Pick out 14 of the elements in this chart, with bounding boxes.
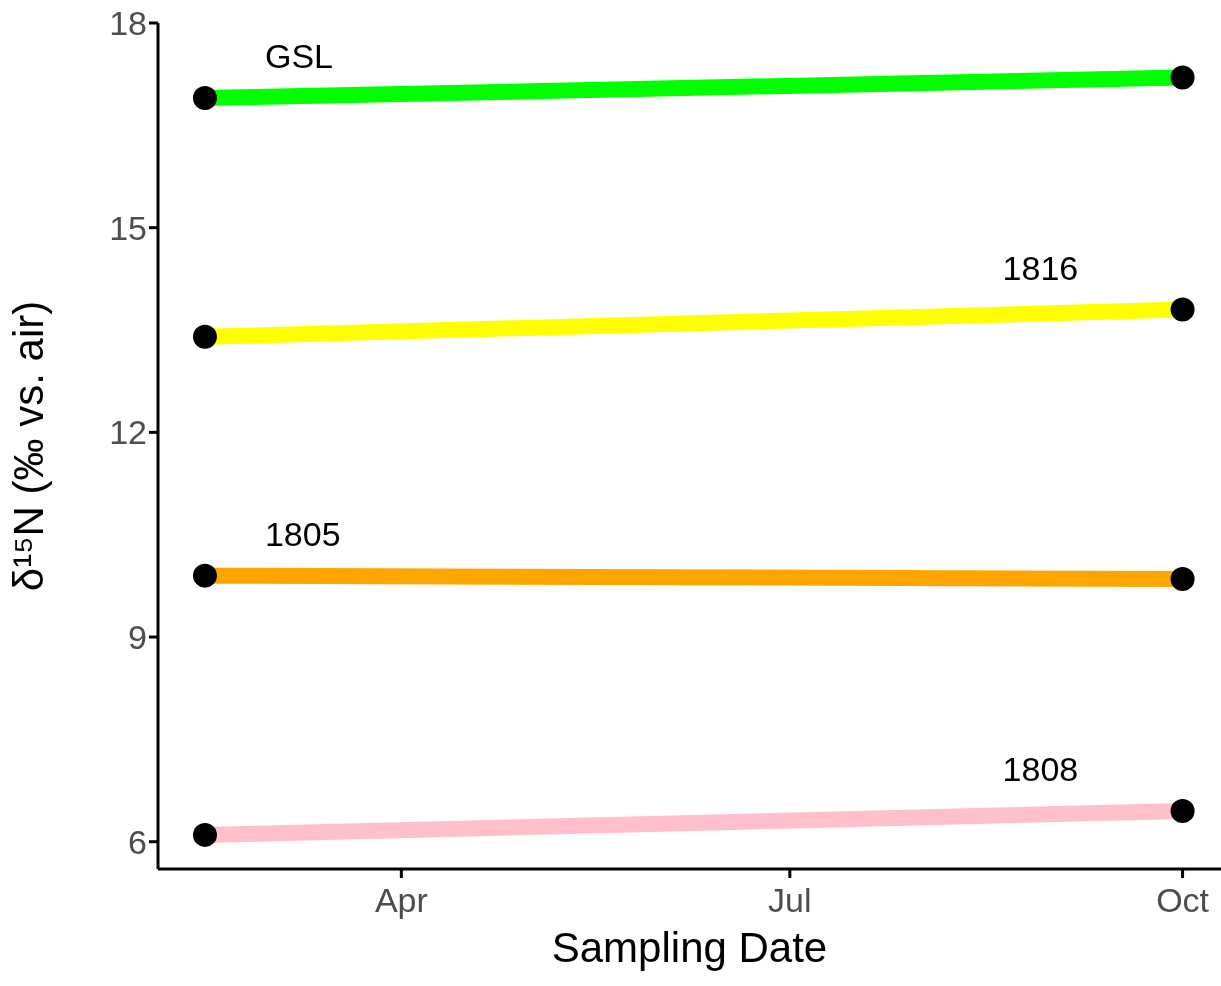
- x-axis-title: Sampling Date: [551, 924, 828, 971]
- x-tick-label: Apr: [374, 881, 428, 920]
- series-label: 1816: [1002, 248, 1079, 287]
- y-tick-label: 15: [109, 208, 147, 247]
- x-tick-label: Oct: [1156, 881, 1210, 920]
- series-label: GSL: [264, 37, 334, 76]
- y-tick-label: 18: [109, 4, 147, 43]
- y-tick-label: 9: [128, 618, 147, 657]
- y-axis-title: δ¹⁵N (‰ vs. air): [4, 300, 52, 592]
- series-label: 1805: [264, 514, 341, 553]
- series-label: 1808: [1002, 750, 1079, 789]
- y-tick-label: 6: [128, 822, 147, 861]
- y-tick-label: 12: [109, 413, 147, 452]
- x-tick-label: Jul: [768, 881, 812, 920]
